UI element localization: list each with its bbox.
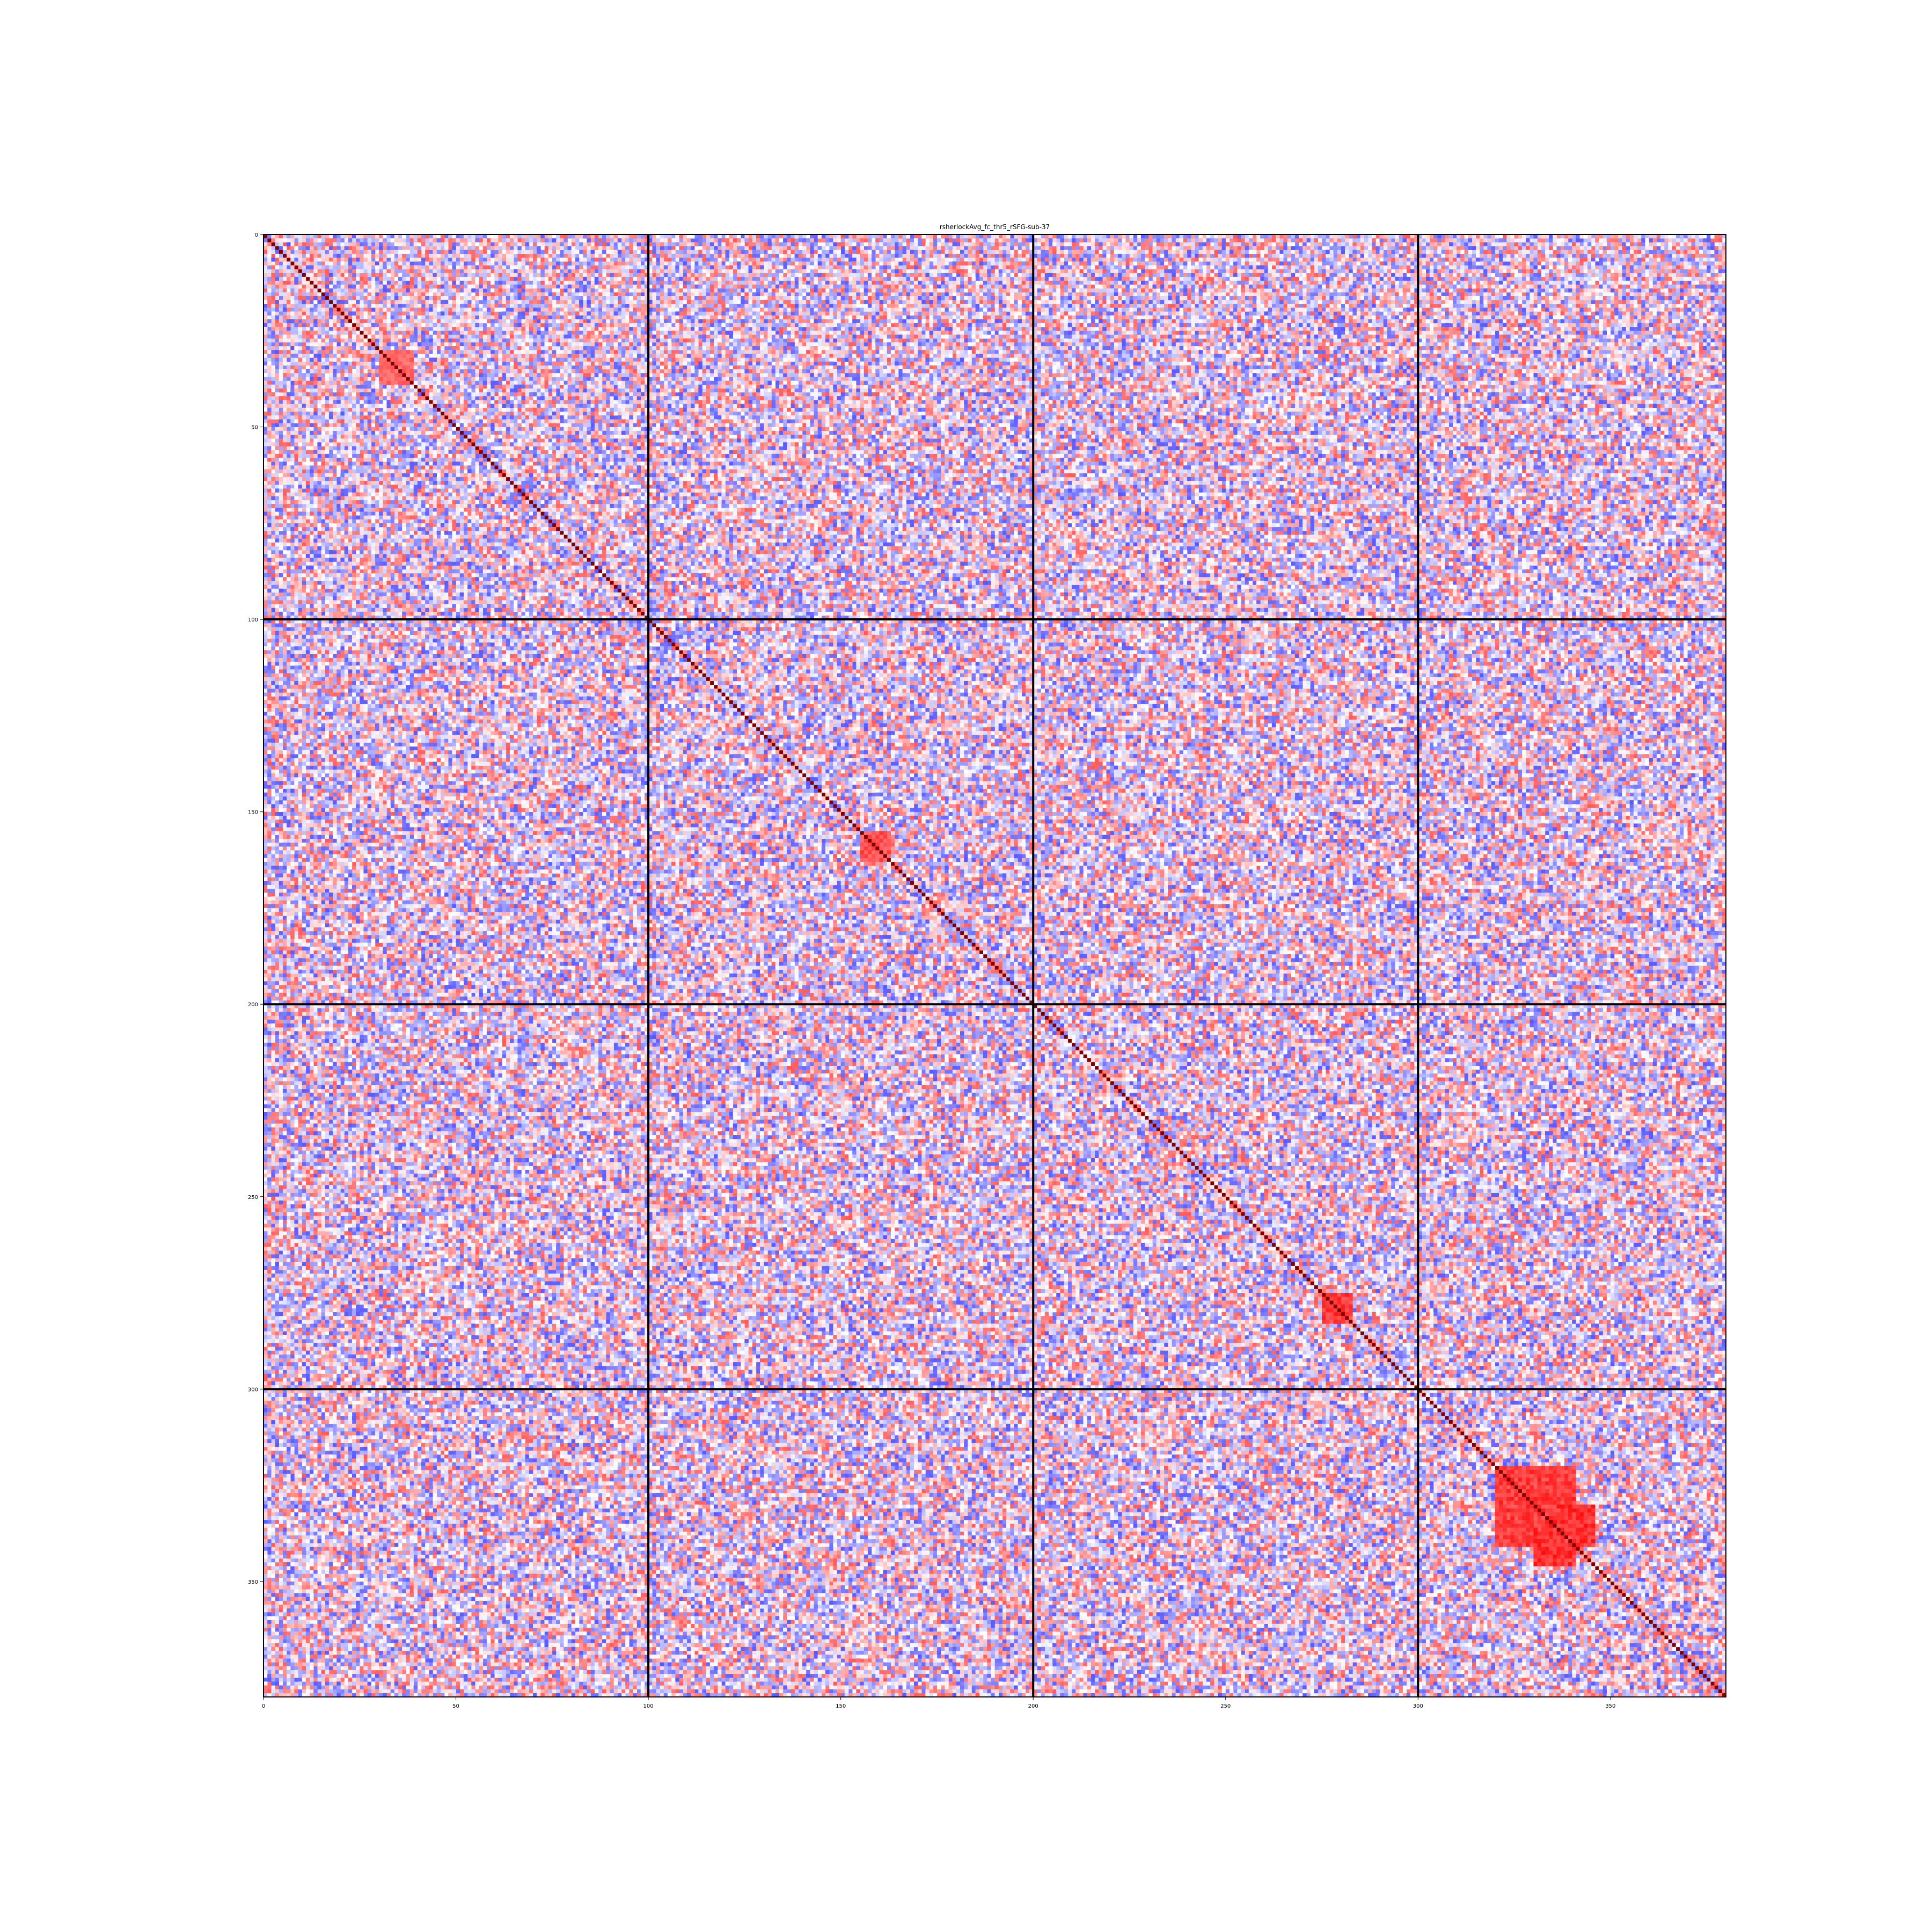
heatmap-cell-group [1564, 1535, 1584, 1555]
y-tick-label: 250 [248, 1195, 258, 1201]
heatmap-cell-group [1556, 1527, 1584, 1555]
x-tick-label: 300 [1413, 1703, 1423, 1709]
x-tick-label: 0 [262, 1703, 265, 1709]
heatmap-cell-group [1526, 1497, 1572, 1543]
heatmap-cell-group [264, 235, 1726, 1697]
plot-frame [263, 234, 1726, 1697]
heatmap-cell-group [1545, 1516, 1580, 1551]
y-axis: 0 50 100 150 200 250 300 350 [248, 232, 264, 1585]
y-tick-label: 50 [251, 425, 258, 431]
x-tick-label: 250 [1220, 1703, 1231, 1709]
x-tick-label: 350 [1605, 1703, 1615, 1709]
heatmap-cell-group [1537, 1508, 1572, 1543]
x-axis: 0 50 100 150 200 250 300 350 [262, 1697, 1615, 1709]
heatmap-cell-group [1533, 1504, 1561, 1532]
heatmap-cell-group [379, 350, 399, 370]
y-tick-label: 100 [248, 617, 258, 623]
heatmap-cell-group [1526, 1497, 1565, 1536]
y-tick-label: 300 [248, 1387, 258, 1393]
x-tick-label: 150 [836, 1703, 846, 1709]
heatmap-cell-group [264, 235, 1723, 1694]
heatmap-cells [264, 235, 1726, 1697]
y-tick-label: 0 [255, 232, 258, 238]
x-tick-label: 100 [643, 1703, 654, 1709]
y-tick-label: 350 [248, 1579, 258, 1585]
chart-title: rsherlockAvg_fc_thr5_rSFG-sub-37 [940, 223, 1050, 231]
y-tick-label: 150 [248, 810, 258, 816]
heatmap-cell-group [1556, 1527, 1580, 1551]
block-boundary-lines [264, 235, 1726, 1697]
x-tick-label: 200 [1028, 1703, 1038, 1709]
y-tick-label: 200 [248, 1002, 258, 1008]
heatmap-cell-group [1533, 1504, 1565, 1536]
x-tick-label: 50 [452, 1703, 459, 1709]
